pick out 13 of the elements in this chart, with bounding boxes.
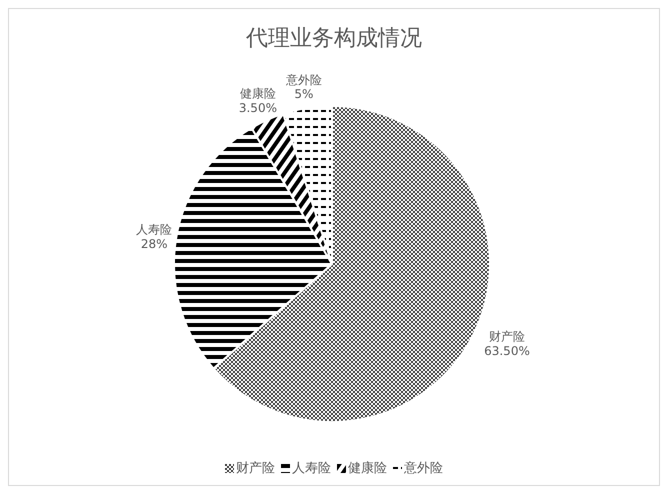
slice-label: 健康险 — [240, 86, 276, 101]
chart-title: 代理业务构成情况 — [245, 25, 423, 53]
data-label: 5% — [294, 87, 314, 102]
legend-label: 意外险 — [403, 460, 443, 477]
data-label: 63.50% — [484, 344, 530, 358]
slice-label: 人寿险 — [136, 222, 172, 236]
data-label: 28% — [140, 236, 168, 251]
slice-label: 意外险 — [284, 72, 322, 87]
legend-label: 健康险 — [347, 460, 387, 477]
slice-label: 财产险 — [488, 330, 525, 344]
legend-label: 人寿险 — [291, 460, 331, 477]
data-label: 3.50% — [238, 100, 277, 115]
legend-label: 财产险 — [235, 460, 275, 477]
